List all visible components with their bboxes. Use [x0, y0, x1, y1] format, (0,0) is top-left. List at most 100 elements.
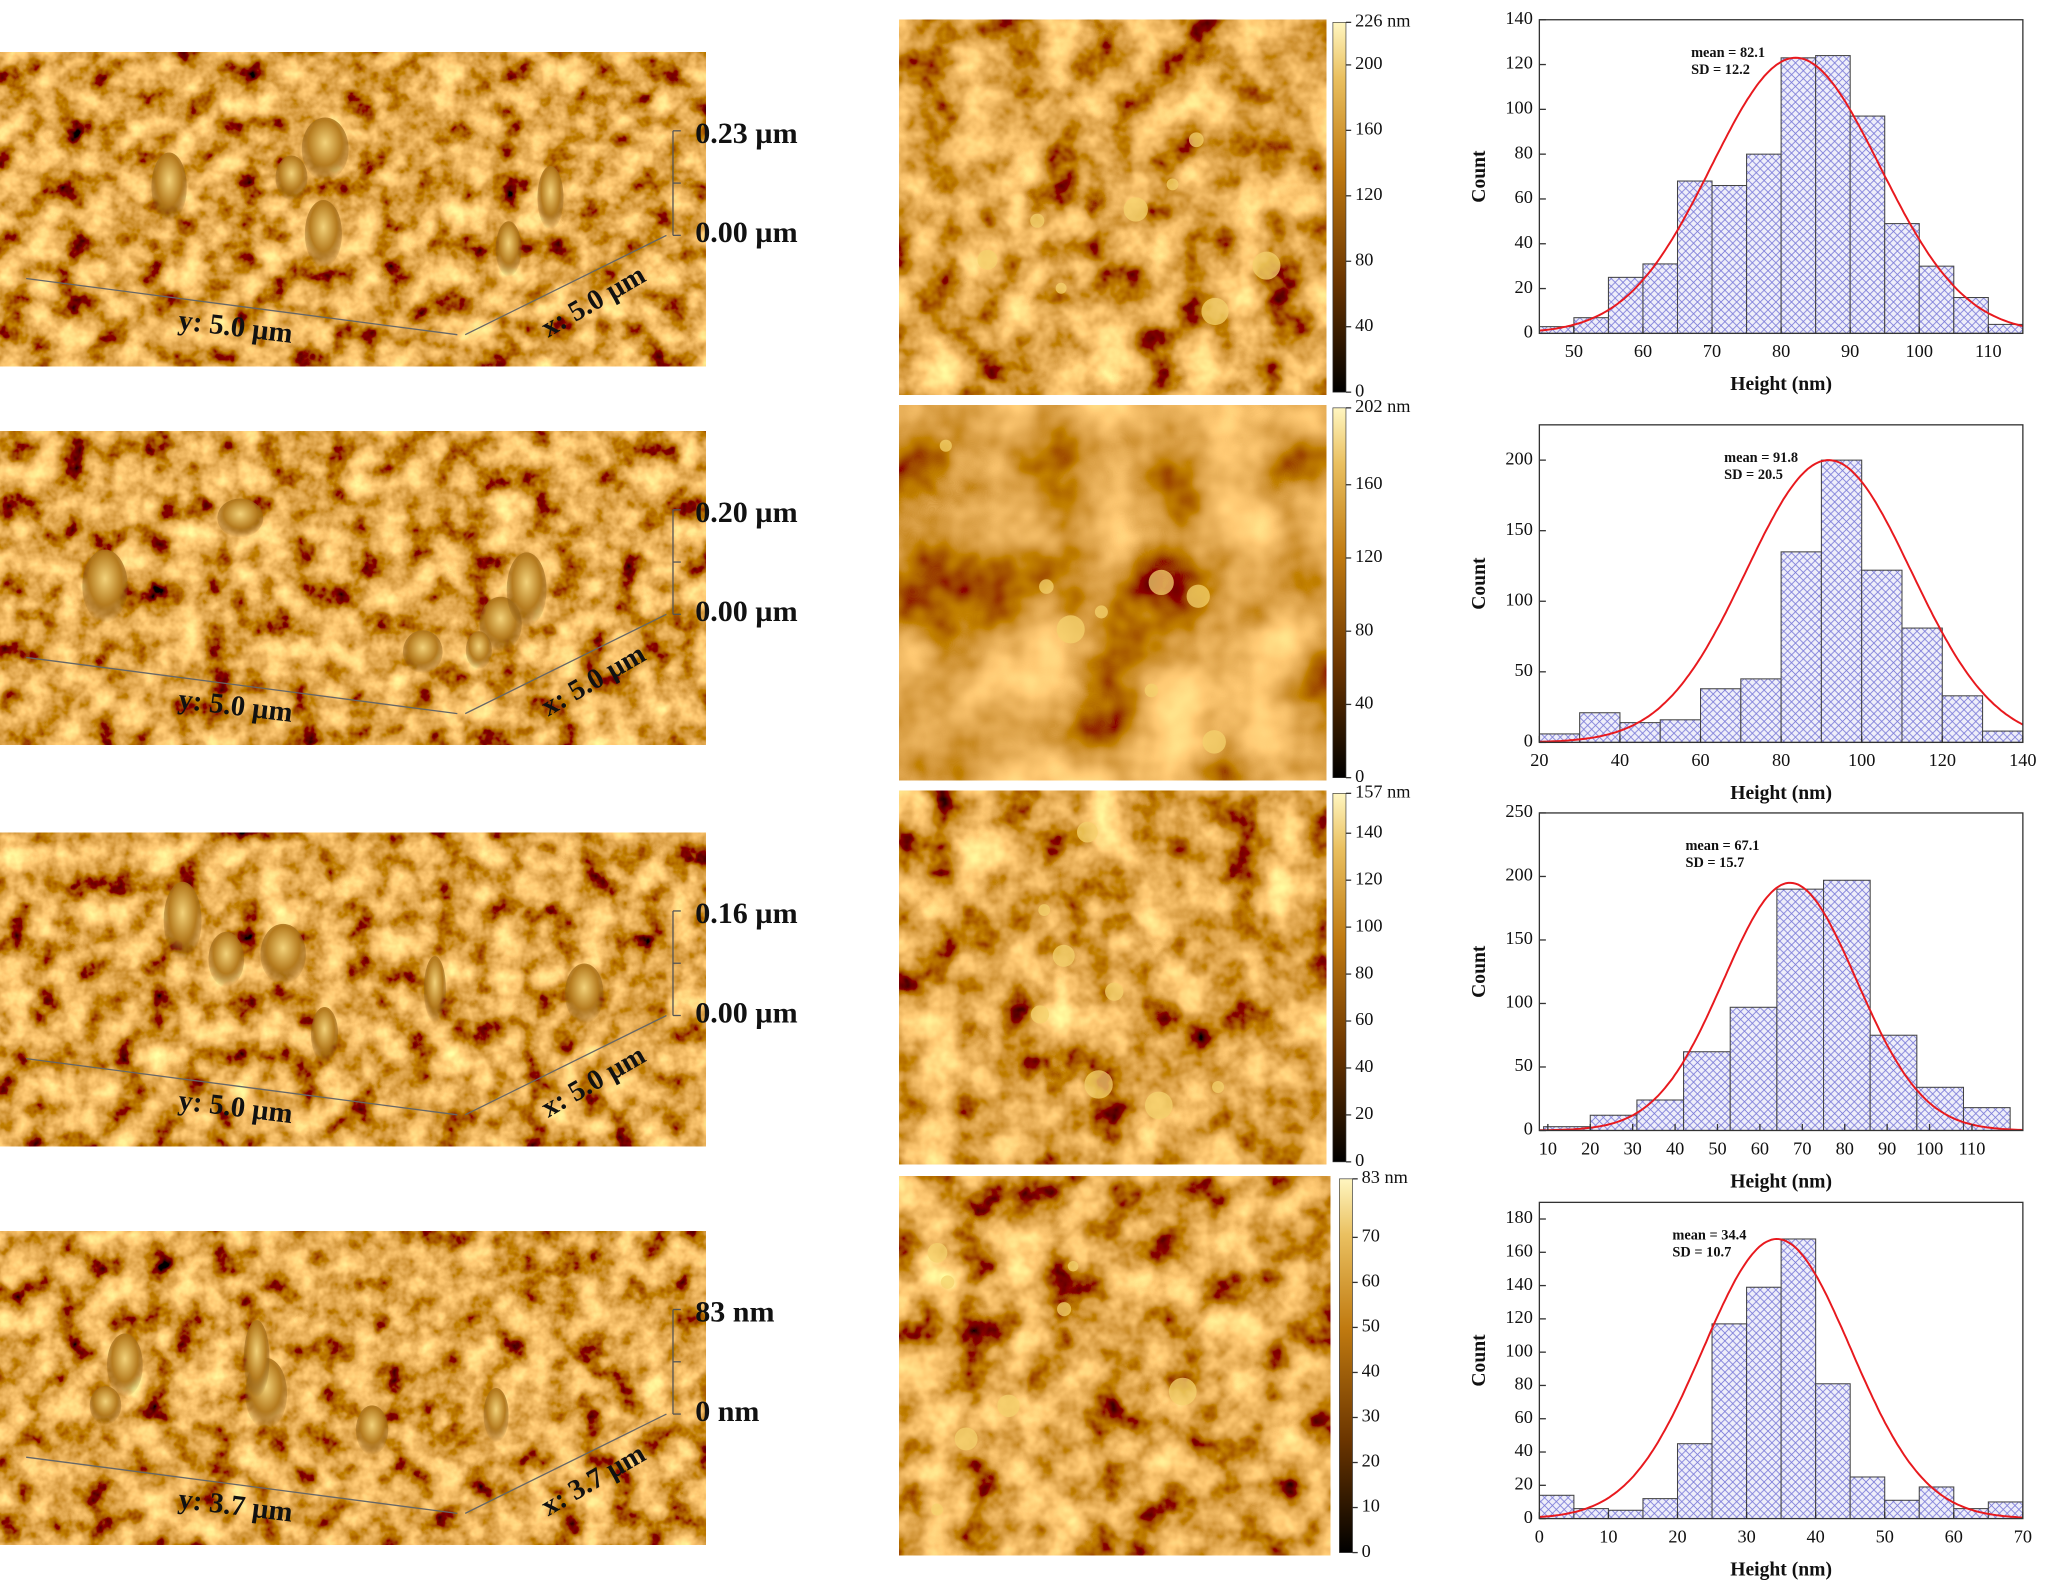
grain [977, 249, 998, 270]
annotation: SD = 20.5 [1724, 467, 1783, 483]
x-base [464, 613, 667, 715]
x-tick-label: 80 [1772, 750, 1790, 770]
grain [1148, 569, 1174, 596]
z-top-label: 0.16 µm [695, 896, 797, 930]
bar [1711, 1323, 1748, 1519]
y-tick-label: 50 [1515, 660, 1533, 680]
x-tick-label: 90 [1878, 1138, 1896, 1158]
bar [1683, 1051, 1731, 1131]
surface-peak [243, 1320, 270, 1398]
grain [1067, 1260, 1079, 1272]
grain [1057, 1302, 1072, 1317]
x-tick-label: 100 [1916, 1138, 1943, 1158]
grain [1052, 944, 1075, 967]
colorbar-tick-label: 30 [1362, 1406, 1380, 1426]
bar [1780, 57, 1817, 334]
x-base [464, 1014, 667, 1116]
bar [1776, 888, 1825, 1131]
grain [1105, 982, 1124, 1001]
y-tick-label: 20 [1515, 1474, 1533, 1494]
bar [1901, 627, 1943, 743]
colorbar-tick-label: 83 nm [1362, 1167, 1408, 1187]
grain [1030, 213, 1045, 228]
colorbar-tick-label: 160 [1355, 473, 1382, 493]
y-tick-label: 100 [1505, 98, 1532, 118]
bar [1916, 1086, 1965, 1131]
colorbar-tick-label: 40 [1355, 693, 1373, 713]
bar [1676, 180, 1713, 334]
plot-area [1539, 879, 2023, 1131]
x-tick-label: 110 [1959, 1138, 1986, 1158]
y-axis-title: Count [1469, 150, 1490, 203]
colorbar-tick-label: 202 nm [1355, 396, 1410, 416]
y-base [26, 656, 458, 715]
bar [1918, 265, 1955, 334]
z-top-label: 0.20 µm [695, 495, 797, 529]
bar [1539, 1494, 1575, 1519]
y-tick-label: 60 [1515, 1407, 1533, 1427]
grain [1186, 584, 1210, 608]
grain [1076, 821, 1098, 843]
grain [1030, 1005, 1050, 1024]
bar [1953, 297, 1989, 334]
colorbar [1332, 22, 1347, 393]
surface-peak [82, 549, 128, 623]
x-tick-label: 60 [1691, 750, 1709, 770]
afm-image [899, 405, 1327, 781]
grain [939, 439, 952, 452]
grain [1123, 197, 1148, 222]
surface-peak [310, 1006, 339, 1063]
grain [1094, 605, 1108, 619]
bar [1607, 1509, 1644, 1519]
y-tick-label: 150 [1505, 519, 1532, 539]
y-tick-label: 200 [1505, 448, 1532, 468]
colorbar-tick-label: 50 [1362, 1316, 1380, 1336]
x-tick-label: 30 [1624, 1138, 1642, 1158]
grain [1144, 1091, 1173, 1120]
bar [1746, 1286, 1782, 1519]
plot-area [1539, 1237, 2023, 1519]
y-tick-label: 0 [1524, 1507, 1533, 1527]
bar [1815, 1383, 1851, 1519]
y-tick-label: 140 [1505, 1274, 1532, 1294]
bar [1659, 719, 1702, 743]
x-axis-title: Height (nm) [1730, 783, 1832, 804]
y-tick-label: 120 [1505, 53, 1532, 73]
y-tick-label: 20 [1515, 277, 1533, 297]
surface-peak [151, 152, 187, 222]
y-base [26, 1456, 458, 1515]
bar [1861, 569, 1903, 743]
x-tick-label: 80 [1836, 1138, 1854, 1158]
x-tick-label: 120 [1929, 750, 1956, 770]
bar [1982, 730, 2023, 743]
annotation: SD = 12.2 [1691, 62, 1750, 78]
x-base [464, 234, 667, 336]
bar [1746, 153, 1782, 334]
bar [1780, 551, 1822, 743]
bar [1823, 879, 1871, 1131]
x-tick-label: 10 [1539, 1138, 1557, 1158]
surface-peak [506, 552, 547, 627]
grain [1252, 251, 1281, 280]
annotation: mean = 34.4 [1672, 1228, 1746, 1244]
bar [1815, 55, 1851, 334]
x-tick-label: 60 [1634, 341, 1652, 361]
bar [1820, 459, 1863, 743]
colorbar-tick-label: 120 [1355, 546, 1382, 566]
grain [1084, 1070, 1113, 1099]
x-tick-label: 10 [1599, 1526, 1617, 1546]
y-tick-label: 250 [1505, 801, 1532, 821]
fit-curve [1539, 56, 2023, 332]
surface-peak [301, 117, 349, 181]
y-tick-label: 60 [1515, 187, 1533, 207]
colorbar-tick-label: 60 [1362, 1271, 1380, 1291]
grain [1201, 297, 1229, 326]
axes-frame [1538, 812, 2024, 1132]
y-tick-label: 100 [1505, 1340, 1532, 1360]
x-tick-label: 50 [1565, 341, 1583, 361]
x-tick-label: 40 [1666, 1138, 1684, 1158]
x-tick-label: 60 [1751, 1138, 1769, 1158]
colorbar-tick-label: 100 [1355, 915, 1382, 935]
colorbar-tick-label: 60 [1355, 1009, 1373, 1029]
